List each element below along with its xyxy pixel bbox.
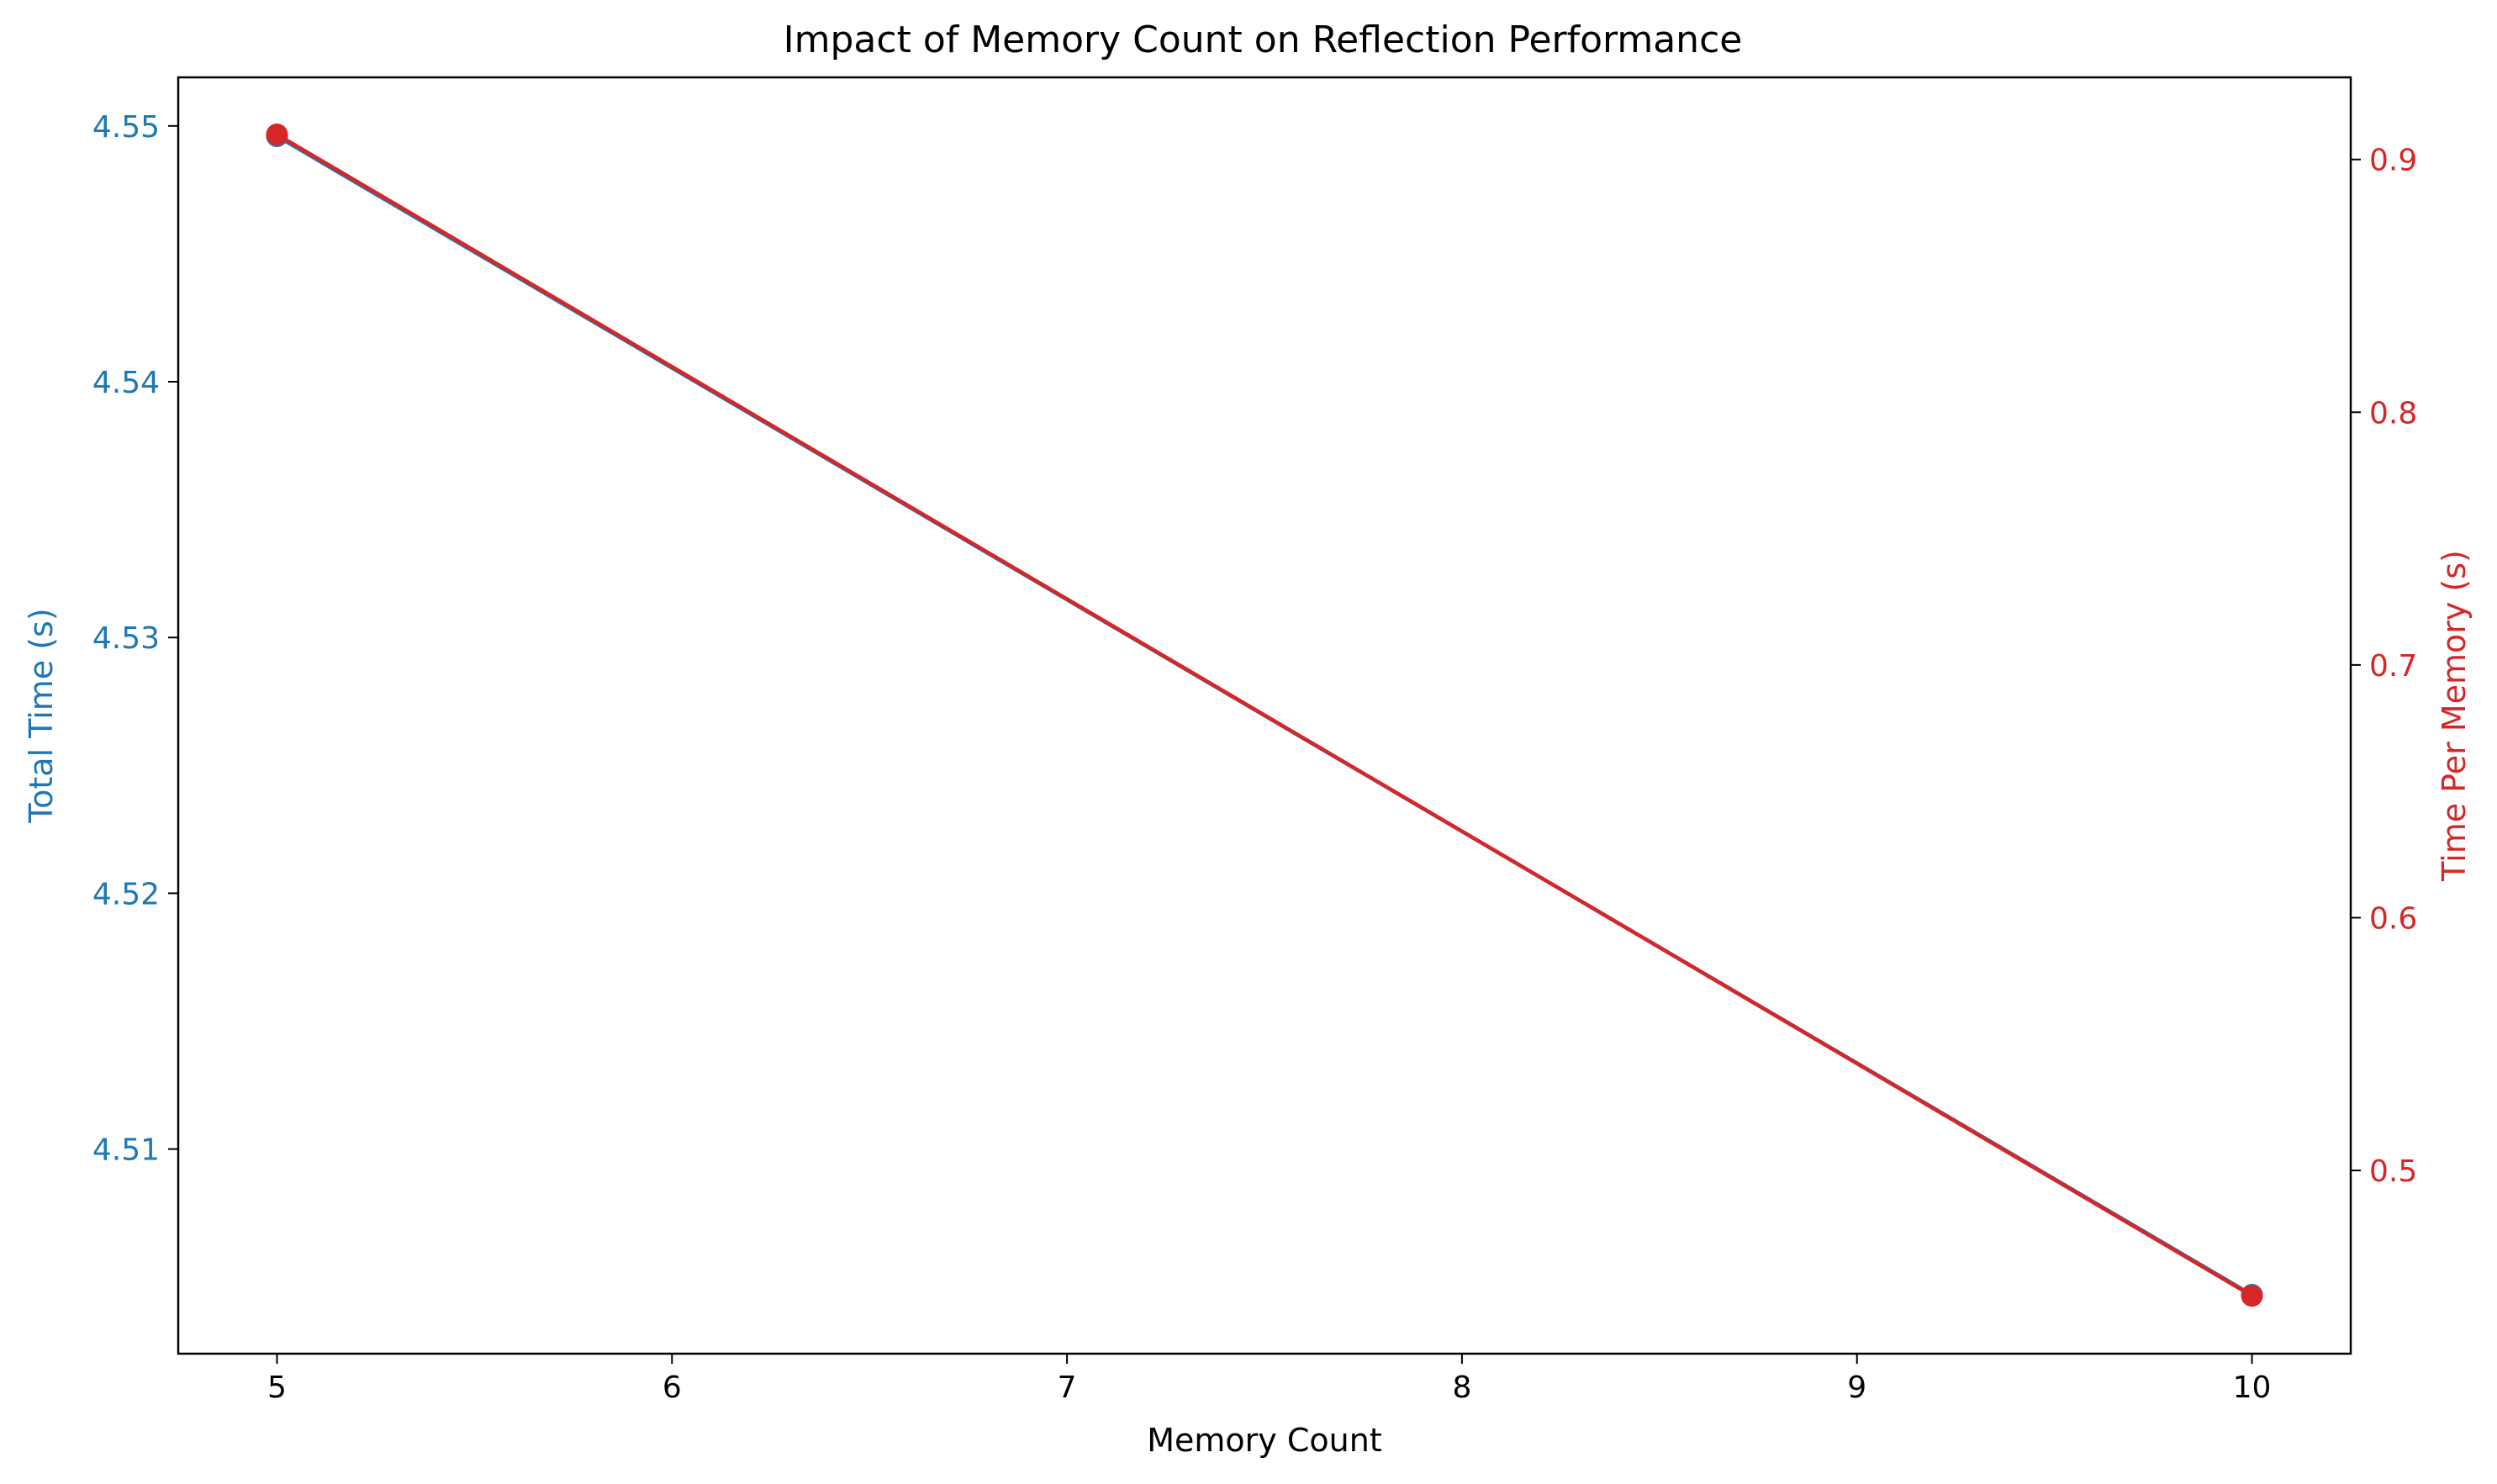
plot-area bbox=[177, 76, 2352, 1355]
x-tick-label: 8 bbox=[1452, 1370, 1471, 1405]
right-y-tick-label: 0.7 bbox=[2369, 649, 2417, 684]
right-y-tick-label: 0.8 bbox=[2369, 396, 2417, 430]
chart-title: Impact of Memory Count on Reflection Per… bbox=[784, 18, 1743, 61]
left-y-tick-label: 4.53 bbox=[92, 621, 160, 656]
series-layer bbox=[266, 123, 2263, 1307]
right-y-tick-label: 0.6 bbox=[2369, 901, 2417, 936]
x-tick-label: 7 bbox=[1058, 1370, 1077, 1405]
x-axis-label: Memory Count bbox=[1147, 1422, 1381, 1459]
left-y-tick-label: 4.55 bbox=[92, 110, 160, 145]
left-y-tick-label: 4.52 bbox=[92, 877, 160, 911]
right-y-tick-label: 0.5 bbox=[2369, 1154, 2417, 1189]
left-y-tick-label: 4.51 bbox=[92, 1133, 160, 1168]
right-y-tick-label: 0.9 bbox=[2369, 144, 2417, 178]
series-2-point bbox=[2241, 1285, 2263, 1307]
left-y-axis-label: Total Time (s) bbox=[23, 608, 60, 823]
x-tick-label: 9 bbox=[1847, 1370, 1866, 1405]
x-tick-label: 5 bbox=[267, 1370, 287, 1405]
series-line-2 bbox=[276, 132, 2253, 1298]
left-y-axis: 4.51 4.52 4.53 4.54 4.55 bbox=[92, 110, 178, 1168]
x-tick-label: 10 bbox=[2233, 1370, 2272, 1405]
series-2-point bbox=[266, 123, 288, 145]
right-y-axis: 0.5 0.6 0.7 0.8 0.9 bbox=[2351, 144, 2417, 1189]
right-y-axis-label: Time Per Memory (s) bbox=[2436, 550, 2473, 882]
x-tick-label: 6 bbox=[663, 1370, 682, 1405]
x-axis: 5 6 7 8 9 10 bbox=[267, 1354, 2271, 1405]
left-y-tick-label: 4.54 bbox=[92, 366, 160, 400]
